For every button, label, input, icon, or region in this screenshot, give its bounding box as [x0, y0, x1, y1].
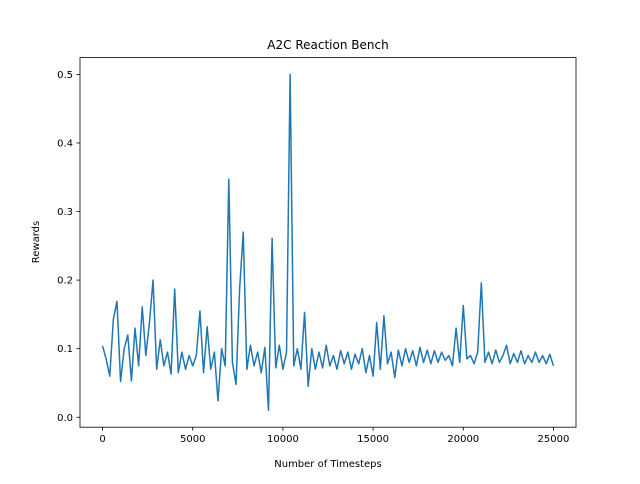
x-tick-label: 20000 — [447, 434, 479, 445]
x-tick-label: 5000 — [180, 434, 205, 445]
y-tick-label: 0.2 — [57, 276, 73, 287]
x-tick-label: 0 — [99, 434, 105, 445]
y-axis-label: Rewards — [31, 221, 42, 263]
x-tick-label: 25000 — [538, 434, 570, 445]
chart-title: A2C Reaction Bench — [267, 38, 388, 52]
y-tick-label: 0.5 — [57, 70, 73, 81]
axes-frame — [79, 57, 577, 428]
y-tick-label: 0.0 — [57, 413, 73, 424]
x-tick-label: 15000 — [357, 434, 389, 445]
y-tick-label: 0.3 — [57, 207, 73, 218]
y-tick-label: 0.4 — [57, 138, 73, 149]
x-tick-label: 10000 — [267, 434, 299, 445]
y-tick-label: 0.1 — [57, 344, 73, 355]
data-line — [101, 73, 555, 412]
x-axis-label: Number of Timesteps — [274, 459, 381, 470]
